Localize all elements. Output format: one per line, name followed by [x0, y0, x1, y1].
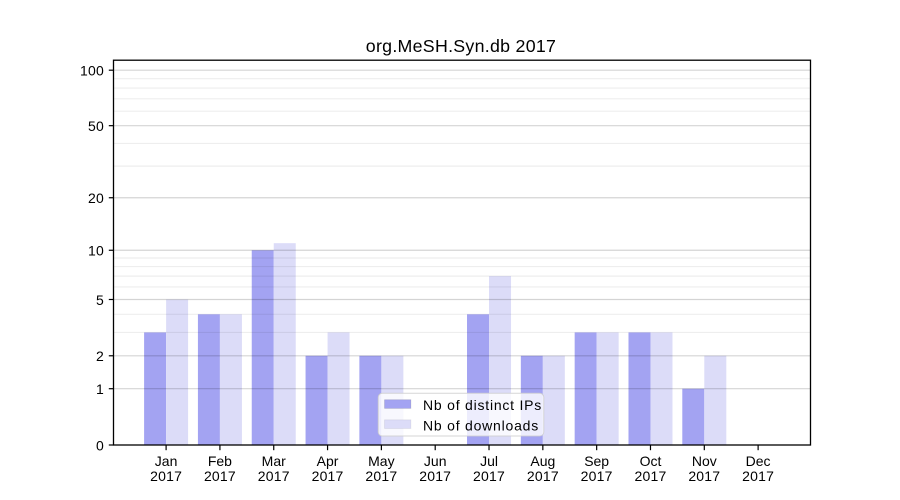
svg-text:2017: 2017 — [150, 468, 182, 484]
svg-text:Nov: Nov — [692, 453, 717, 469]
svg-text:Oct: Oct — [640, 453, 662, 469]
svg-text:2017: 2017 — [688, 468, 720, 484]
svg-text:2017: 2017 — [258, 468, 290, 484]
svg-text:Jul: Jul — [480, 453, 498, 469]
svg-text:20: 20 — [88, 190, 104, 206]
svg-text:100: 100 — [80, 63, 104, 79]
svg-text:2017: 2017 — [581, 468, 613, 484]
svg-text:2017: 2017 — [635, 468, 667, 484]
svg-text:Nb of downloads: Nb of downloads — [423, 417, 539, 433]
svg-text:5: 5 — [96, 292, 104, 308]
svg-text:Jan: Jan — [155, 453, 178, 469]
svg-text:org.MeSH.Syn.db 2017: org.MeSH.Syn.db 2017 — [366, 36, 556, 56]
svg-text:0: 0 — [96, 437, 104, 453]
svg-text:2017: 2017 — [419, 468, 451, 484]
svg-text:1: 1 — [96, 381, 104, 397]
svg-text:Mar: Mar — [262, 453, 286, 469]
svg-text:2017: 2017 — [312, 468, 344, 484]
svg-text:10: 10 — [88, 243, 104, 259]
svg-text:2017: 2017 — [473, 468, 505, 484]
svg-text:2017: 2017 — [527, 468, 559, 484]
svg-text:50: 50 — [88, 118, 104, 134]
svg-text:2017: 2017 — [742, 468, 774, 484]
svg-text:Jun: Jun — [424, 453, 447, 469]
svg-text:Feb: Feb — [208, 453, 232, 469]
svg-text:2017: 2017 — [204, 468, 236, 484]
svg-text:Aug: Aug — [530, 453, 555, 469]
svg-text:Dec: Dec — [746, 453, 771, 469]
svg-text:2: 2 — [96, 348, 104, 364]
svg-text:Sep: Sep — [584, 453, 609, 469]
svg-text:Nb of distinct IPs: Nb of distinct IPs — [423, 397, 542, 413]
svg-text:May: May — [368, 453, 394, 469]
svg-text:2017: 2017 — [365, 468, 397, 484]
svg-text:Apr: Apr — [317, 453, 339, 469]
